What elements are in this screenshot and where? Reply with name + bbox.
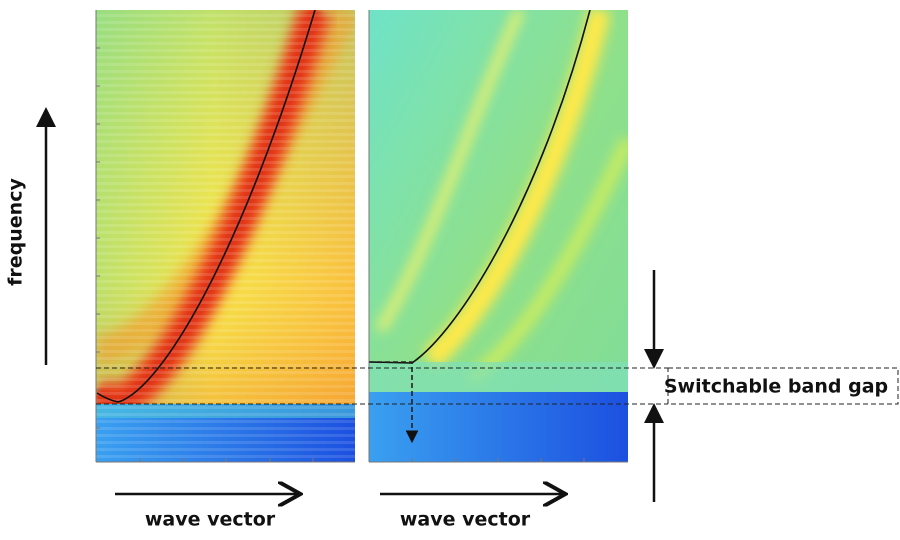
axes [95,10,628,463]
x-axis-label: wave vector [400,509,531,531]
left-heatmap [96,10,355,462]
right-heatmap [369,10,628,462]
band-gap-marker [96,361,899,444]
band-gap-label: Switchable band gap [664,376,888,398]
arrows [36,107,664,502]
x-axis-label: wave vector [145,509,276,531]
y-axis-label: frequency [5,178,27,286]
